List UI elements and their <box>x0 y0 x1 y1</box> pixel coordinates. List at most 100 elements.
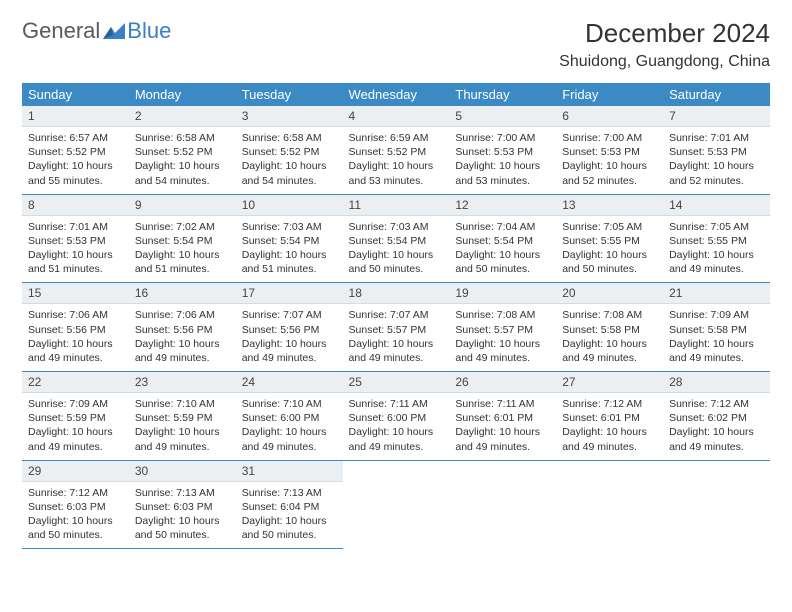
sunrise-line: Sunrise: 7:12 AM <box>562 397 657 411</box>
day-details: Sunrise: 7:12 AMSunset: 6:01 PMDaylight:… <box>556 393 663 460</box>
day-number: 17 <box>236 283 343 304</box>
calendar-day-cell: 3Sunrise: 6:58 AMSunset: 5:52 PMDaylight… <box>236 106 343 194</box>
calendar-day-cell: 26Sunrise: 7:11 AMSunset: 6:01 PMDayligh… <box>449 372 556 461</box>
sunset-line: Sunset: 5:55 PM <box>669 234 764 248</box>
sunrise-line: Sunrise: 7:01 AM <box>669 131 764 145</box>
calendar-day-cell: 17Sunrise: 7:07 AMSunset: 5:56 PMDayligh… <box>236 283 343 372</box>
calendar-day-cell: 14Sunrise: 7:05 AMSunset: 5:55 PMDayligh… <box>663 194 770 283</box>
sunset-line: Sunset: 5:59 PM <box>135 411 230 425</box>
day-details: Sunrise: 7:00 AMSunset: 5:53 PMDaylight:… <box>449 127 556 194</box>
day-number: 11 <box>343 195 450 216</box>
sunset-line: Sunset: 5:56 PM <box>28 323 123 337</box>
sunset-line: Sunset: 5:57 PM <box>455 323 550 337</box>
calendar-day-cell: 7Sunrise: 7:01 AMSunset: 5:53 PMDaylight… <box>663 106 770 194</box>
calendar-day-cell: 24Sunrise: 7:10 AMSunset: 6:00 PMDayligh… <box>236 372 343 461</box>
day-details: Sunrise: 7:00 AMSunset: 5:53 PMDaylight:… <box>556 127 663 194</box>
daylight-line: Daylight: 10 hours and 50 minutes. <box>242 514 337 542</box>
calendar-week-row: 22Sunrise: 7:09 AMSunset: 5:59 PMDayligh… <box>22 372 770 461</box>
sunset-line: Sunset: 5:53 PM <box>28 234 123 248</box>
daylight-line: Daylight: 10 hours and 55 minutes. <box>28 159 123 187</box>
calendar-body: 1Sunrise: 6:57 AMSunset: 5:52 PMDaylight… <box>22 106 770 549</box>
day-details: Sunrise: 7:05 AMSunset: 5:55 PMDaylight:… <box>663 216 770 283</box>
day-details: Sunrise: 7:01 AMSunset: 5:53 PMDaylight:… <box>663 127 770 194</box>
sunset-line: Sunset: 6:03 PM <box>135 500 230 514</box>
day-number: 20 <box>556 283 663 304</box>
day-details: Sunrise: 7:04 AMSunset: 5:54 PMDaylight:… <box>449 216 556 283</box>
day-number: 8 <box>22 195 129 216</box>
calendar-day-cell: 11Sunrise: 7:03 AMSunset: 5:54 PMDayligh… <box>343 194 450 283</box>
calendar-day-cell: 2Sunrise: 6:58 AMSunset: 5:52 PMDaylight… <box>129 106 236 194</box>
day-details: Sunrise: 7:10 AMSunset: 5:59 PMDaylight:… <box>129 393 236 460</box>
sunrise-line: Sunrise: 7:09 AM <box>28 397 123 411</box>
weekday-header-row: SundayMondayTuesdayWednesdayThursdayFrid… <box>22 83 770 106</box>
day-number: 24 <box>236 372 343 393</box>
calendar-week-row: 15Sunrise: 7:06 AMSunset: 5:56 PMDayligh… <box>22 283 770 372</box>
calendar-day-cell: 1Sunrise: 6:57 AMSunset: 5:52 PMDaylight… <box>22 106 129 194</box>
sunset-line: Sunset: 5:58 PM <box>562 323 657 337</box>
sunrise-line: Sunrise: 7:09 AM <box>669 308 764 322</box>
day-details: Sunrise: 7:13 AMSunset: 6:04 PMDaylight:… <box>236 482 343 549</box>
daylight-line: Daylight: 10 hours and 49 minutes. <box>455 337 550 365</box>
day-number: 29 <box>22 461 129 482</box>
daylight-line: Daylight: 10 hours and 52 minutes. <box>669 159 764 187</box>
sunset-line: Sunset: 5:52 PM <box>28 145 123 159</box>
sunset-line: Sunset: 5:56 PM <box>135 323 230 337</box>
sunrise-line: Sunrise: 7:03 AM <box>242 220 337 234</box>
calendar-day-cell: 30Sunrise: 7:13 AMSunset: 6:03 PMDayligh… <box>129 460 236 549</box>
day-number: 2 <box>129 106 236 127</box>
calendar-empty-cell <box>556 460 663 549</box>
sunrise-line: Sunrise: 6:59 AM <box>349 131 444 145</box>
day-number: 4 <box>343 106 450 127</box>
day-number: 12 <box>449 195 556 216</box>
sunrise-line: Sunrise: 7:04 AM <box>455 220 550 234</box>
daylight-line: Daylight: 10 hours and 50 minutes. <box>349 248 444 276</box>
day-details: Sunrise: 7:01 AMSunset: 5:53 PMDaylight:… <box>22 216 129 283</box>
sunset-line: Sunset: 6:00 PM <box>242 411 337 425</box>
sunset-line: Sunset: 5:54 PM <box>455 234 550 248</box>
calendar-day-cell: 20Sunrise: 7:08 AMSunset: 5:58 PMDayligh… <box>556 283 663 372</box>
day-details: Sunrise: 7:03 AMSunset: 5:54 PMDaylight:… <box>236 216 343 283</box>
sunset-line: Sunset: 5:54 PM <box>349 234 444 248</box>
title-block: December 2024 Shuidong, Guangdong, China <box>559 18 770 71</box>
day-number: 19 <box>449 283 556 304</box>
daylight-line: Daylight: 10 hours and 53 minutes. <box>349 159 444 187</box>
sunrise-line: Sunrise: 7:02 AM <box>135 220 230 234</box>
sunset-line: Sunset: 6:02 PM <box>669 411 764 425</box>
weekday-header: Saturday <box>663 83 770 106</box>
day-number: 26 <box>449 372 556 393</box>
calendar-week-row: 1Sunrise: 6:57 AMSunset: 5:52 PMDaylight… <box>22 106 770 194</box>
daylight-line: Daylight: 10 hours and 50 minutes. <box>135 514 230 542</box>
day-number: 6 <box>556 106 663 127</box>
day-details: Sunrise: 7:08 AMSunset: 5:57 PMDaylight:… <box>449 304 556 371</box>
sunrise-line: Sunrise: 7:06 AM <box>135 308 230 322</box>
daylight-line: Daylight: 10 hours and 49 minutes. <box>28 425 123 453</box>
calendar-day-cell: 12Sunrise: 7:04 AMSunset: 5:54 PMDayligh… <box>449 194 556 283</box>
calendar-table: SundayMondayTuesdayWednesdayThursdayFrid… <box>22 83 770 549</box>
sunset-line: Sunset: 5:53 PM <box>455 145 550 159</box>
sunrise-line: Sunrise: 7:13 AM <box>135 486 230 500</box>
sunrise-line: Sunrise: 7:05 AM <box>562 220 657 234</box>
daylight-line: Daylight: 10 hours and 51 minutes. <box>242 248 337 276</box>
sunset-line: Sunset: 5:54 PM <box>242 234 337 248</box>
daylight-line: Daylight: 10 hours and 49 minutes. <box>242 337 337 365</box>
day-number: 21 <box>663 283 770 304</box>
day-number: 15 <box>22 283 129 304</box>
calendar-day-cell: 9Sunrise: 7:02 AMSunset: 5:54 PMDaylight… <box>129 194 236 283</box>
day-details: Sunrise: 6:58 AMSunset: 5:52 PMDaylight:… <box>129 127 236 194</box>
day-details: Sunrise: 7:09 AMSunset: 5:59 PMDaylight:… <box>22 393 129 460</box>
daylight-line: Daylight: 10 hours and 50 minutes. <box>562 248 657 276</box>
calendar-day-cell: 16Sunrise: 7:06 AMSunset: 5:56 PMDayligh… <box>129 283 236 372</box>
day-details: Sunrise: 7:09 AMSunset: 5:58 PMDaylight:… <box>663 304 770 371</box>
sunset-line: Sunset: 5:53 PM <box>669 145 764 159</box>
sunrise-line: Sunrise: 7:10 AM <box>135 397 230 411</box>
daylight-line: Daylight: 10 hours and 51 minutes. <box>28 248 123 276</box>
calendar-day-cell: 19Sunrise: 7:08 AMSunset: 5:57 PMDayligh… <box>449 283 556 372</box>
calendar-day-cell: 22Sunrise: 7:09 AMSunset: 5:59 PMDayligh… <box>22 372 129 461</box>
daylight-line: Daylight: 10 hours and 54 minutes. <box>242 159 337 187</box>
daylight-line: Daylight: 10 hours and 49 minutes. <box>562 425 657 453</box>
calendar-day-cell: 15Sunrise: 7:06 AMSunset: 5:56 PMDayligh… <box>22 283 129 372</box>
location: Shuidong, Guangdong, China <box>559 53 770 71</box>
calendar-day-cell: 10Sunrise: 7:03 AMSunset: 5:54 PMDayligh… <box>236 194 343 283</box>
day-number: 28 <box>663 372 770 393</box>
day-details: Sunrise: 7:11 AMSunset: 6:01 PMDaylight:… <box>449 393 556 460</box>
